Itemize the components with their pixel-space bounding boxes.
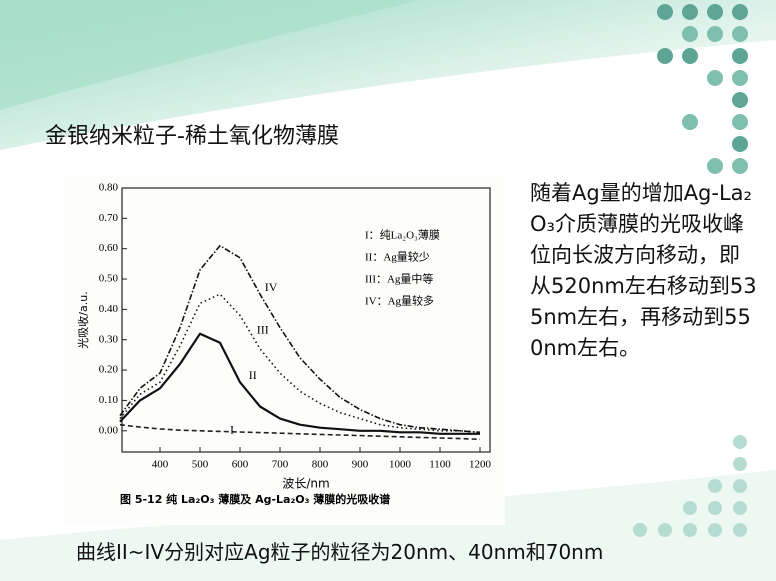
decorative-dots <box>633 4 748 537</box>
dot <box>707 70 723 86</box>
background-swoosh <box>0 470 776 581</box>
dot <box>708 479 722 493</box>
dot <box>733 501 747 515</box>
dot <box>657 48 673 64</box>
dot <box>707 26 723 42</box>
plot-frame <box>121 187 491 453</box>
dot <box>633 523 647 537</box>
curve-label: III <box>257 322 269 336</box>
y-axis-label: 光吸收/a.u. <box>76 291 90 348</box>
chart-image <box>65 175 505 525</box>
x-tick-label: 900 <box>352 459 369 471</box>
dot <box>732 4 748 20</box>
x-tick-label: 700 <box>272 459 289 471</box>
y-tick-label: 0.10 <box>99 394 119 406</box>
slide-title: 金银纳米粒子-稀土氧化物薄膜 <box>45 124 339 149</box>
caption: 曲线II~IV分别对应Ag粒子的粒径为20nm、40nm和70nm <box>76 540 604 564</box>
background-swoosh <box>0 0 420 110</box>
dot <box>708 523 722 537</box>
dot <box>733 479 747 493</box>
figure-caption: 图 5-12 纯 La₂O₃ 薄膜及 Ag-La₂O₃ 薄膜的光吸收谱 <box>120 492 390 506</box>
x-tick-label: 800 <box>312 459 329 471</box>
dot <box>732 26 748 42</box>
curve-label: I <box>230 423 234 437</box>
dot <box>682 114 698 130</box>
dot <box>732 48 748 64</box>
dot <box>732 114 748 130</box>
series-line <box>119 244 481 434</box>
curve-label: II <box>249 368 257 382</box>
dot <box>733 457 747 471</box>
dot <box>732 158 748 174</box>
x-tick-label: 500 <box>192 459 209 471</box>
dot <box>682 48 698 64</box>
series-line <box>119 293 481 434</box>
dot <box>732 92 748 108</box>
dot <box>682 26 698 42</box>
y-tick-label: 0.50 <box>99 273 119 285</box>
dot <box>657 4 673 20</box>
x-axis-label: 波长/nm <box>282 477 329 491</box>
dot <box>733 523 747 537</box>
legend-entry: IV：Ag量较多 <box>365 294 434 308</box>
legend-entry: II：Ag量较少 <box>365 250 430 264</box>
paragraph: 随着Ag量的增加Ag-La₂O₃介质薄膜的光吸收峰位向长波方向移动，即从520n… <box>530 181 757 360</box>
dot <box>733 435 747 449</box>
chart: 0.00 0.10 0.20 0.30 0.40 0.50 0.60 0.70 0.80 400 5… <box>76 182 492 506</box>
dot <box>707 158 723 174</box>
dot <box>658 523 672 537</box>
y-tick-label: 0.70 <box>99 212 119 224</box>
legend-entry: III：Ag量中等 <box>365 272 433 286</box>
x-tick-label: 600 <box>232 459 249 471</box>
dot <box>682 4 698 20</box>
y-tick-label: 0.60 <box>99 242 119 254</box>
x-tick-label: 1100 <box>429 459 451 471</box>
dot <box>683 523 697 537</box>
dot <box>732 70 748 86</box>
legend-entry: I：纯La₂O₃薄膜 <box>365 228 440 242</box>
dot <box>707 4 723 20</box>
y-tick-label: 0.30 <box>99 333 119 345</box>
x-tick-label: 1200 <box>469 459 492 471</box>
x-tick-label: 400 <box>152 459 169 471</box>
y-tick-label: 0.20 <box>99 364 119 376</box>
curve-label: IV <box>265 280 278 294</box>
x-tick-label: 1000 <box>389 459 412 471</box>
dot <box>708 501 722 515</box>
dot <box>683 501 697 515</box>
y-tick-label: 0.40 <box>99 303 119 315</box>
y-tick-label: 0.00 <box>99 424 119 436</box>
series-line <box>119 332 480 435</box>
y-tick-label: 0.80 <box>99 182 119 194</box>
dot <box>732 136 748 152</box>
series-line <box>119 423 481 441</box>
